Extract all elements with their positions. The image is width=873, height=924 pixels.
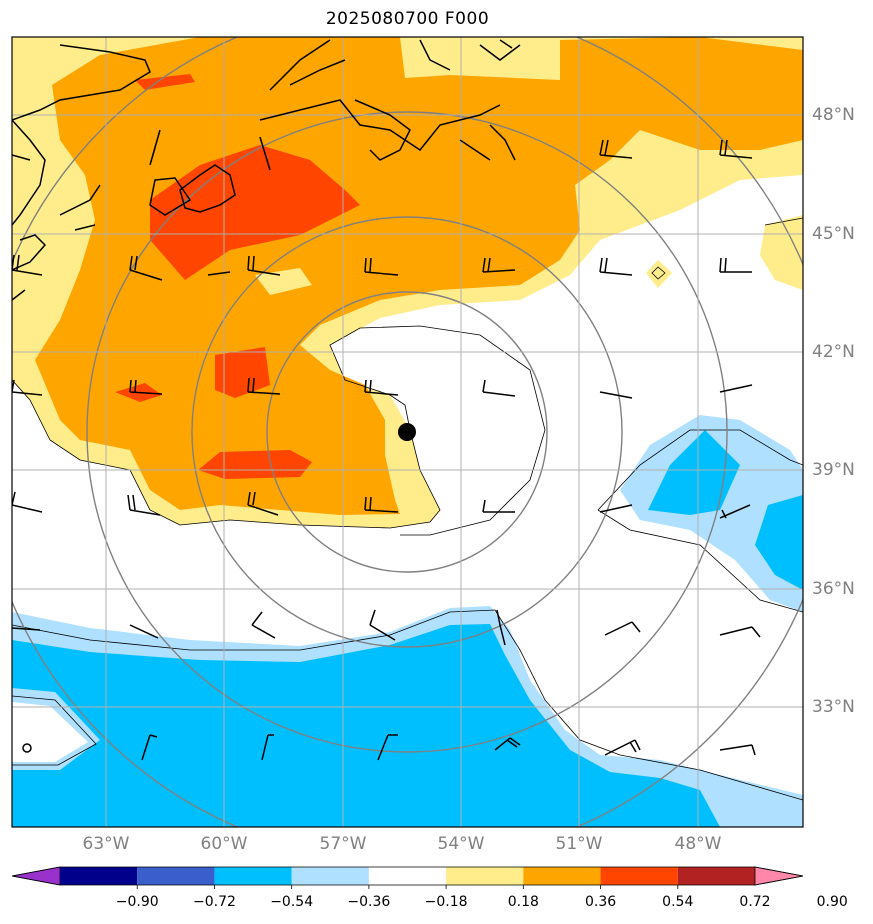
contour-diamond [651,266,666,280]
colorbar-tick-label: −0.36 [347,894,391,910]
shade-red-center [215,347,270,398]
lat-label-48n: 48°N [812,105,855,125]
storm-center-marker [398,423,416,441]
colorbar-tick-label: −0.18 [424,894,468,910]
colorbar-swatch [137,867,215,885]
colorbar-swatch [214,867,292,885]
colorbar-tick-label: 0.72 [739,894,771,910]
colorbar-extend-min [11,866,61,886]
wind-barbs [12,39,761,761]
lat-label-39n: 39°N [812,460,855,480]
colorbar-tick-label: −0.54 [270,894,314,910]
colorbar-tick-label: −0.90 [115,894,159,910]
map-plot-area [12,37,803,827]
shade-yellow-diamond [646,260,672,288]
colorbar-outline [11,866,804,886]
map-frame [11,36,804,828]
shade-red-top [135,74,195,90]
colorbar-tick-label: 0.90 [816,894,848,910]
lat-label-36n: 36°N [812,579,855,599]
island-outline [22,743,32,753]
shade-blue-east-2 [755,495,803,590]
gridlines [12,37,803,827]
lon-label-60w: 60°W [200,834,248,854]
shade-light-blue-east [620,415,803,612]
lat-label-45n: 45°N [812,224,855,244]
coastlines [12,39,521,301]
map-title: 2025080700 F000 [325,9,490,29]
lon-label-63w: 63°W [82,834,130,854]
lat-label-42n: 42°N [812,342,855,362]
lon-label-54w: 54°W [437,834,485,854]
lat-label-33n: 33°N [812,697,855,717]
lon-label-48w: 48°W [674,834,722,854]
colorbar-tick-label: 0.18 [507,894,539,910]
lon-label-57w: 57°W [319,834,367,854]
colorbar-tick-label: 0.36 [584,894,617,910]
colorbar-swatch [523,867,601,885]
colorbar-swatch [291,867,369,885]
lon-label-51w: 51°W [555,834,603,854]
colorbar-swatch [60,867,138,885]
shade-yellow-patch [255,268,312,295]
range-rings [12,37,803,827]
colorbar [11,866,804,889]
colorbar-swatch [677,867,755,885]
shade-red-south [198,450,312,479]
colorbar-tick-label: −0.72 [192,894,236,910]
colorbar-swatch [368,867,447,885]
colorbar-swatch [600,867,678,885]
shade-blue-east [648,430,740,515]
shade-red-nw [150,145,360,280]
shade-blue-south [12,624,720,827]
colorbar-extend-max [754,866,804,886]
colorbar-swatch [446,867,524,885]
colorbar-tick-label: 0.54 [662,894,694,910]
